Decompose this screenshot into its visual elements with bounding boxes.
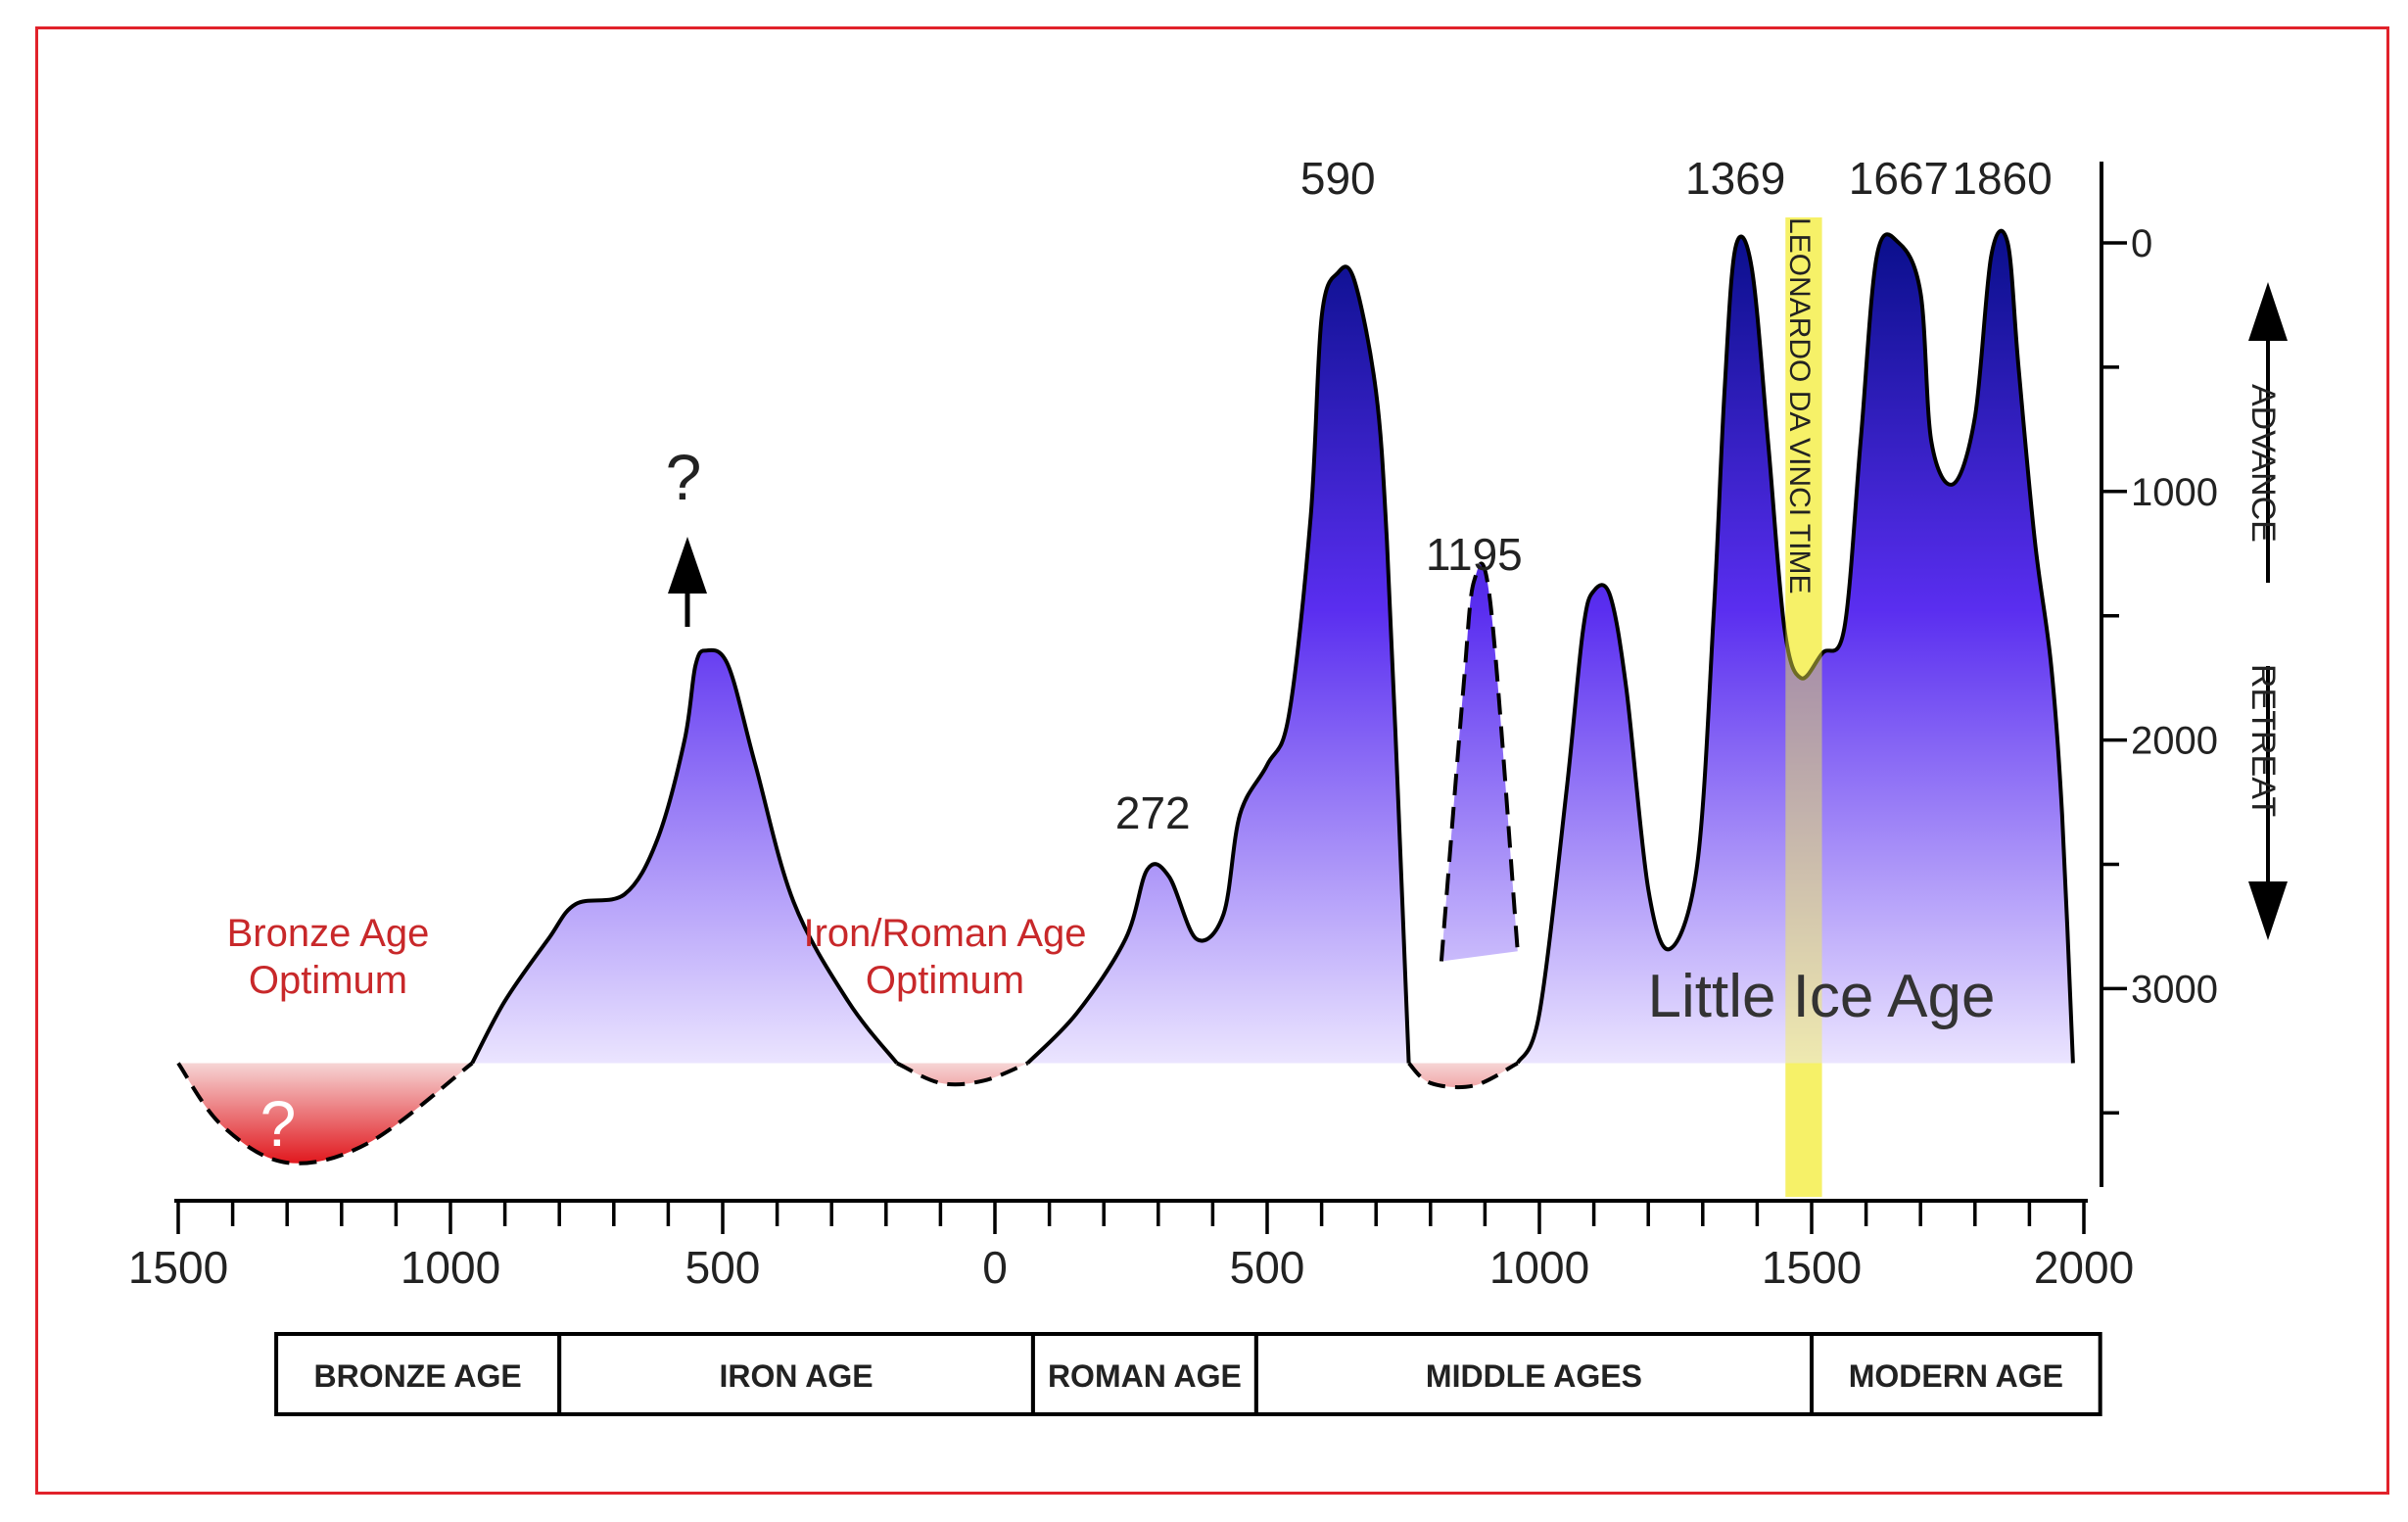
period-label-1: IRON AGE bbox=[720, 1358, 873, 1394]
leonardo-label: LEONARDO DA VINCI TIME bbox=[1783, 217, 1816, 595]
peak-label-1667: 1667 bbox=[1849, 153, 1949, 204]
question-mark-top: ? bbox=[666, 441, 702, 513]
peak-label-1860: 1860 bbox=[1952, 153, 2052, 204]
advance-outline-3 bbox=[1515, 228, 2075, 1065]
period-label-0: BRONZE AGE bbox=[314, 1358, 522, 1394]
uncertain-area-2 bbox=[1440, 563, 1518, 962]
advance-area-3 bbox=[1517, 230, 2073, 1064]
unknown-arrow-icon bbox=[668, 537, 707, 594]
axes-layer: 1500 1000 500 0 500 1000 1500 2000 0 1000 2000 3000… bbox=[128, 162, 2288, 1293]
areas-layer bbox=[176, 217, 2075, 1197]
retreat-label: RETREAT bbox=[2244, 664, 2282, 817]
advance-label: ADVANCE bbox=[2244, 384, 2282, 543]
x-tick-label: 0 bbox=[982, 1242, 1008, 1293]
roman-optimum-label: Iron/Roman Age bbox=[803, 912, 1086, 955]
periods-layer: BRONZE AGE IRON AGE ROMAN AGE MIDDLE AGES MO… bbox=[274, 1332, 2102, 1416]
retreat-outline-5 bbox=[896, 1061, 1029, 1087]
period-label-4: MODERN AGE bbox=[1849, 1358, 2063, 1394]
question-mark-bottom: ? bbox=[260, 1087, 297, 1160]
x-tick-label: 2000 bbox=[2034, 1242, 2134, 1293]
y-tick-label: 0 bbox=[2131, 222, 2152, 265]
x-tick-label: 1500 bbox=[1762, 1242, 1862, 1293]
retreat-area-4 bbox=[178, 1063, 473, 1164]
retreat-outline-4 bbox=[176, 1061, 474, 1165]
advance-outline-0 bbox=[470, 647, 899, 1065]
peak-label-590: 590 bbox=[1300, 153, 1376, 204]
advance-arrow-icon bbox=[2248, 282, 2288, 341]
bronze-optimum-label: Bronze Age bbox=[227, 912, 430, 955]
bronze-optimum-label: Optimum bbox=[249, 959, 407, 1002]
x-tick-label: 500 bbox=[685, 1242, 761, 1293]
uncertain-outline-2 bbox=[1439, 561, 1520, 962]
advance-outline-1 bbox=[1025, 264, 1411, 1065]
peak-label-1195: 1195 bbox=[1426, 529, 1523, 580]
x-tick-label: 1000 bbox=[1489, 1242, 1589, 1293]
y-tick-label: 2000 bbox=[2131, 720, 2218, 763]
y-tick-label: 3000 bbox=[2131, 968, 2218, 1011]
y-tick-label: 1000 bbox=[2131, 471, 2218, 514]
period-label-3: MIDDLE AGES bbox=[1426, 1358, 1642, 1394]
retreat-arrow-icon bbox=[2248, 881, 2288, 940]
retreat-area-6 bbox=[1408, 1063, 1518, 1088]
little-ice-age-label: Little Ice Age bbox=[1647, 963, 1995, 1030]
period-box-2 bbox=[1030, 1332, 1258, 1416]
advance-area-0 bbox=[472, 649, 897, 1064]
peak-label-272: 272 bbox=[1115, 787, 1191, 838]
x-tick-label: 1500 bbox=[128, 1242, 228, 1293]
x-tick-label: 500 bbox=[1230, 1242, 1305, 1293]
peak-label-1369: 1369 bbox=[1685, 153, 1785, 204]
retreat-outline-6 bbox=[1407, 1061, 1519, 1090]
roman-optimum-label: Optimum bbox=[866, 959, 1024, 1002]
period-box-0 bbox=[274, 1332, 562, 1416]
leonardo-band-overlay bbox=[1785, 217, 1822, 1197]
period-box-4 bbox=[1810, 1332, 2102, 1416]
period-label-2: ROMAN AGE bbox=[1048, 1358, 1242, 1394]
x-tick-label: 1000 bbox=[401, 1242, 500, 1293]
advance-area-1 bbox=[1027, 266, 1409, 1064]
